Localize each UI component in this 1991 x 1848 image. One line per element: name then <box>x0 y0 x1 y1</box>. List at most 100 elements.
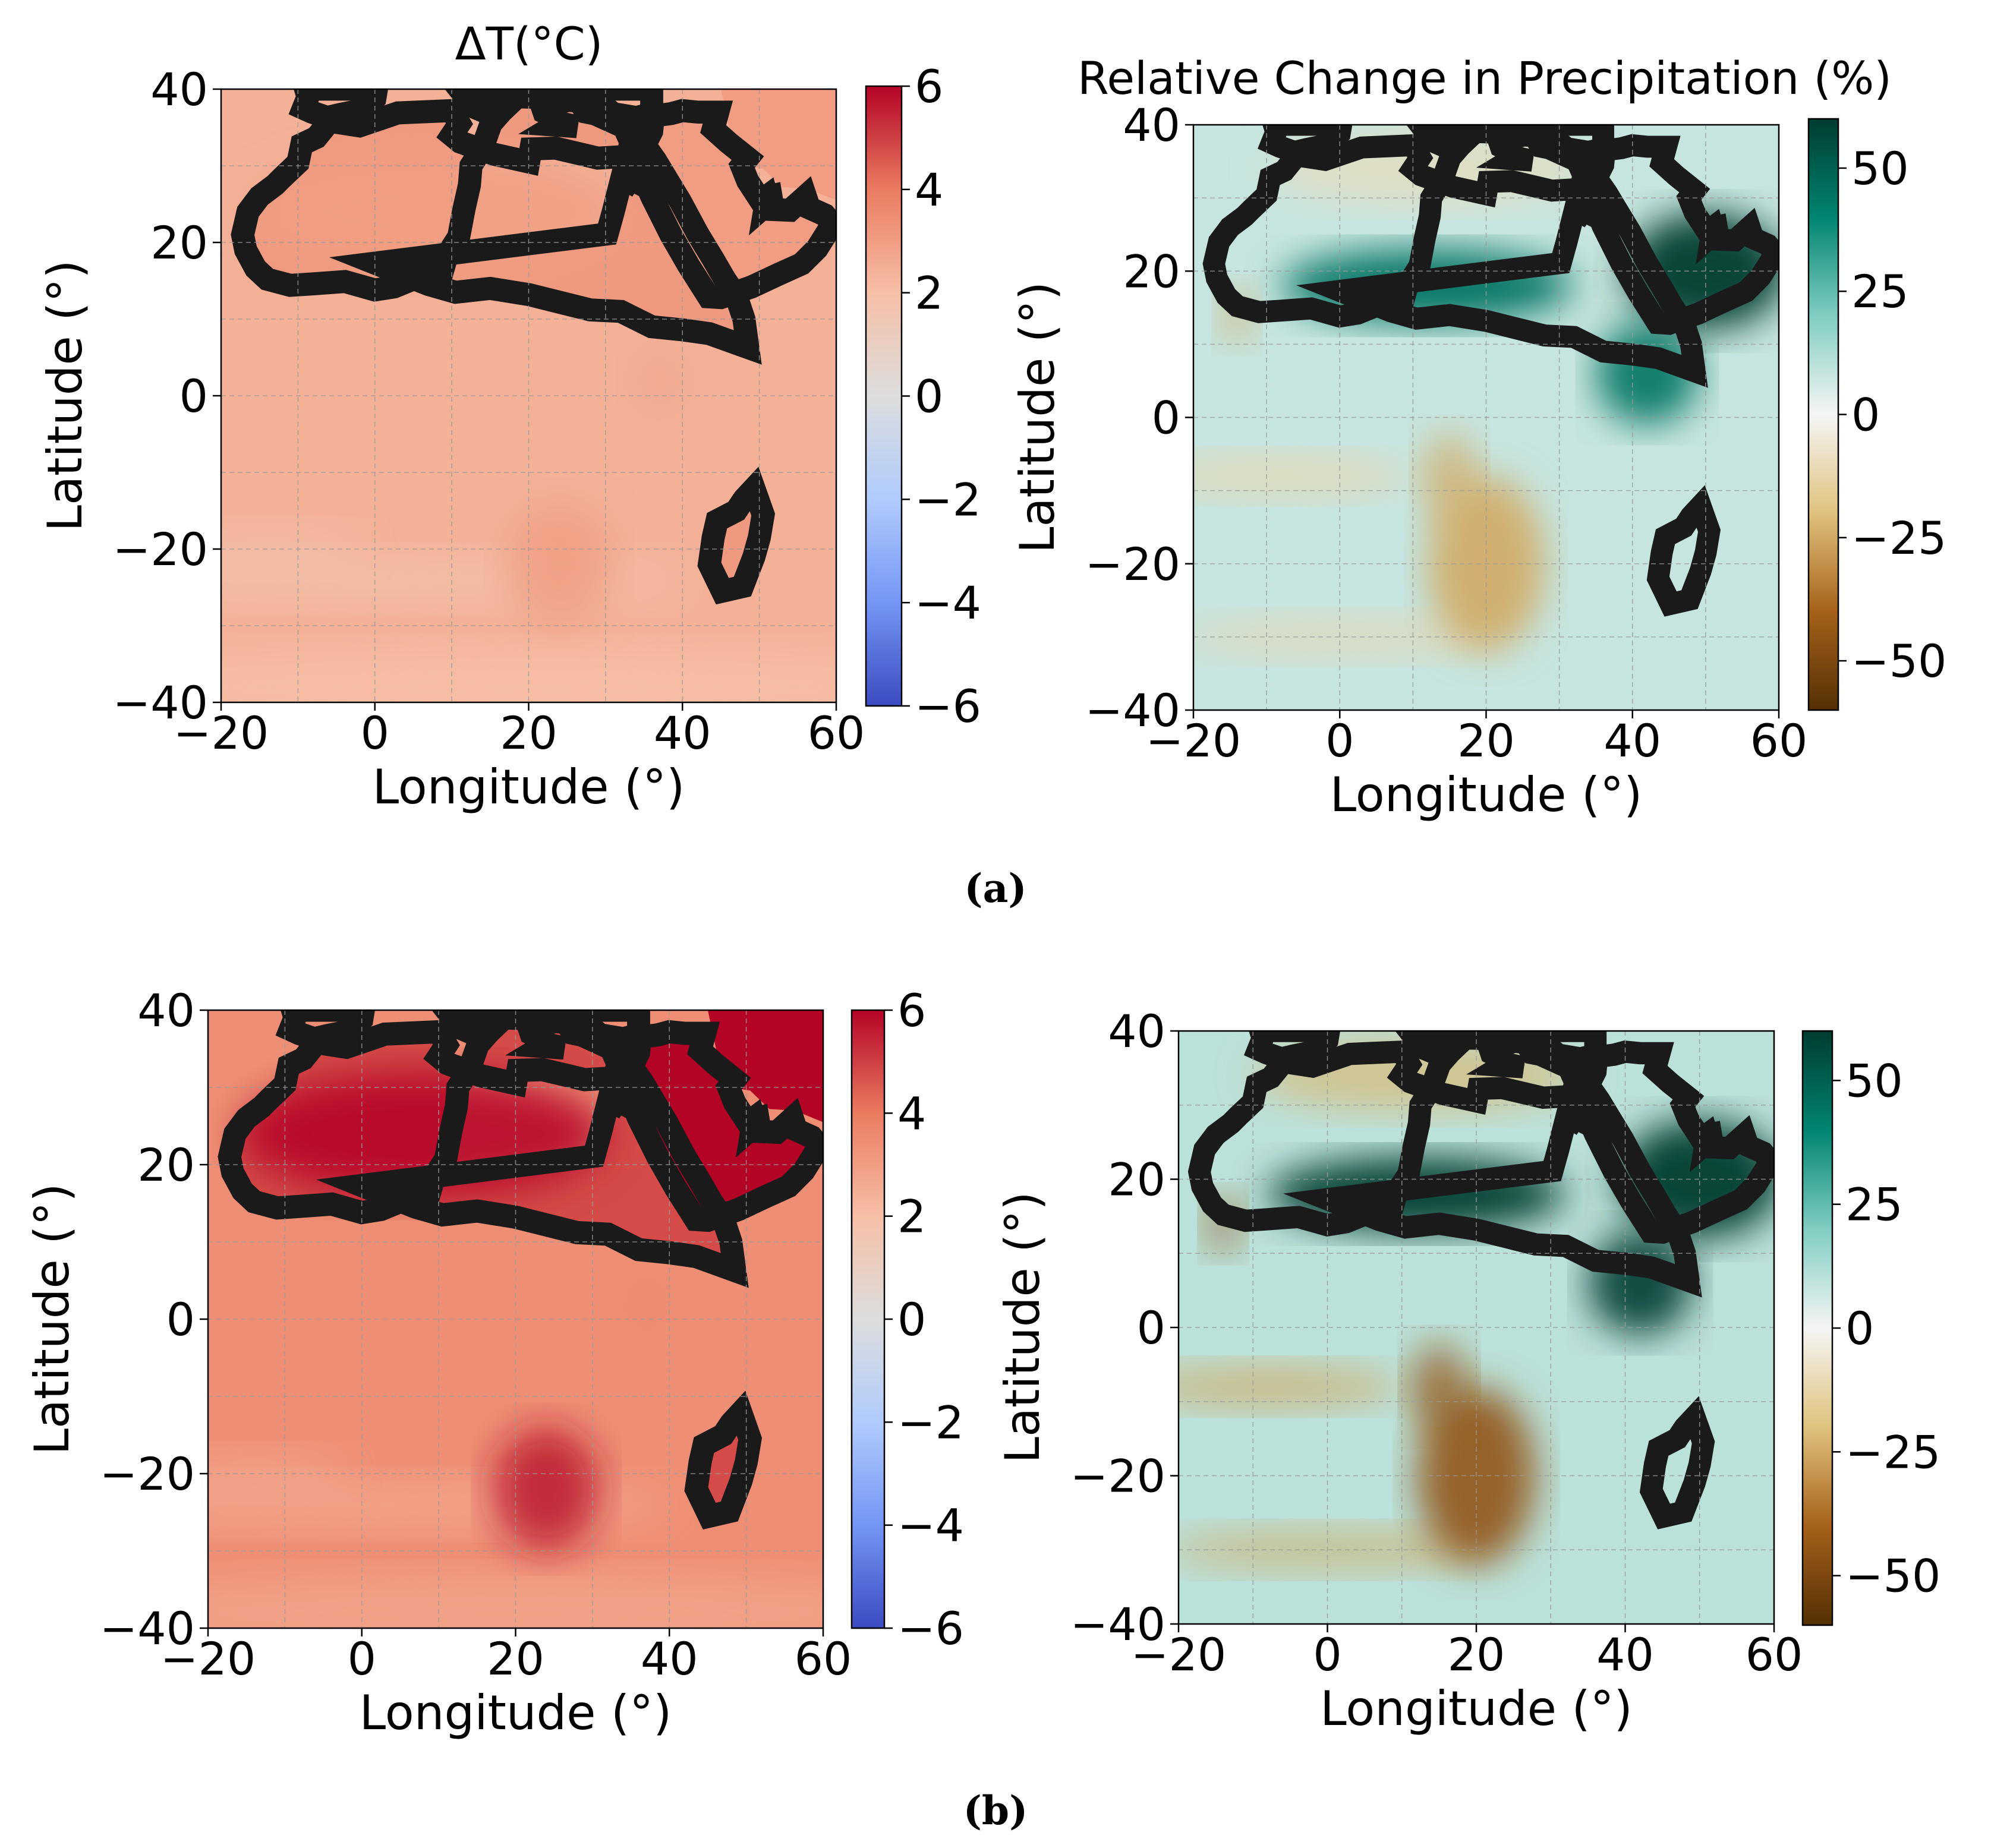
y-tick-label: 20 <box>1123 245 1180 298</box>
colorbar-tick-label: −6 <box>897 1602 964 1655</box>
y-tick-label: −40 <box>100 1602 195 1655</box>
y-tick-label: −40 <box>1070 1598 1165 1651</box>
y-tick-label: 40 <box>1108 1005 1165 1058</box>
panel-label-a: (a) <box>964 865 1026 912</box>
x-tick-label: 0 <box>1313 1628 1341 1681</box>
y-tick-label: −40 <box>1085 684 1180 737</box>
y-tick-label: −40 <box>113 676 208 729</box>
colorbar-tick-label: 0 <box>1851 389 1880 441</box>
colorbar-tick-label: 50 <box>1851 142 1909 195</box>
colorbar-tick-label: −6 <box>915 680 981 733</box>
y-tick-label: 0 <box>179 370 208 422</box>
panel-label-b: (b) <box>963 1787 1028 1834</box>
colorbar-tick-label: 2 <box>915 267 943 320</box>
x-tick-label: 20 <box>1448 1628 1505 1681</box>
y-tick-label: 40 <box>150 63 208 116</box>
y-axis-label: Latitude (°) <box>24 1183 80 1455</box>
y-tick-label: 20 <box>150 216 208 269</box>
x-tick-label: 20 <box>500 707 557 759</box>
y-tick-label: 20 <box>137 1139 195 1191</box>
colorbar-tick-label: −25 <box>1851 512 1946 565</box>
colorbar <box>850 1009 886 1629</box>
x-tick-label: −20 <box>174 707 269 759</box>
southwest-africa-dry-field <box>1409 1342 1469 1431</box>
colorbar-tick-label: −50 <box>1851 635 1946 688</box>
x-tick-label: 0 <box>361 707 389 759</box>
x-tick-label: 20 <box>1457 714 1515 767</box>
south-africa-field <box>505 503 613 626</box>
colorbar-tick-label: −50 <box>1845 1550 1940 1603</box>
y-tick-label: −20 <box>1070 1450 1165 1503</box>
atlantic-dry-band <box>1179 1364 1402 1409</box>
x-tick-label: 60 <box>808 707 865 759</box>
x-tick-label: 20 <box>487 1632 544 1685</box>
map-area <box>208 1010 823 1628</box>
x-tick-label: 40 <box>641 1632 698 1685</box>
atlantic-dry-band-south <box>1179 1527 1491 1572</box>
chart-title: Relative Change in Precipitation (%) <box>1078 52 1892 105</box>
sinai-coastline <box>1577 189 1592 214</box>
y-tick-label: 20 <box>1108 1153 1165 1206</box>
southwest-africa-dry-field <box>1420 432 1479 520</box>
colorbar-tick-label: 4 <box>915 163 943 216</box>
sinai-coastline <box>1570 1096 1584 1121</box>
x-tick-label: 60 <box>1750 714 1808 767</box>
y-axis-label: Latitude (°) <box>1010 282 1065 553</box>
east-africa-field <box>615 1265 678 1342</box>
qatar-coastline <box>765 195 771 206</box>
x-axis-label: Longitude (°) <box>1330 767 1643 822</box>
colorbar-tick-label: 25 <box>1845 1178 1903 1231</box>
x-tick-label: 60 <box>1746 1628 1803 1681</box>
y-tick-label: 0 <box>1152 392 1180 444</box>
colorbar-tick-label: 6 <box>915 60 943 113</box>
colorbar-tick-label: 6 <box>897 984 926 1037</box>
colorbar <box>1801 1030 1834 1626</box>
x-axis-label: Longitude (°) <box>373 759 685 815</box>
chart-title: ΔT(°C) <box>455 17 603 70</box>
colorbar-tick-label: 50 <box>1845 1054 1903 1107</box>
qatar-coastline <box>752 1118 758 1128</box>
x-tick-label: 40 <box>654 707 711 759</box>
y-tick-label: −20 <box>1085 538 1180 591</box>
colorbar-tick-label: −2 <box>915 473 981 526</box>
y-tick-label: 0 <box>166 1293 195 1346</box>
colorbar-tick-label: 25 <box>1851 265 1909 318</box>
colorbar-tick-label: −2 <box>897 1396 964 1449</box>
map-area <box>1193 125 1779 710</box>
y-tick-label: 40 <box>1123 99 1180 152</box>
x-tick-label: 0 <box>348 1632 376 1685</box>
x-tick-label: 40 <box>1603 714 1661 767</box>
x-tick-label: −20 <box>1131 1628 1226 1681</box>
x-tick-label: 0 <box>1325 714 1354 767</box>
atlantic-dry-band <box>1193 454 1413 498</box>
colorbar <box>865 85 903 707</box>
colorbar-tick-label: −4 <box>897 1499 964 1552</box>
x-tick-label: 40 <box>1596 1628 1654 1681</box>
y-tick-label: −20 <box>100 1448 195 1500</box>
y-axis-label: Latitude (°) <box>995 1191 1050 1463</box>
x-axis-label: Longitude (°) <box>1320 1681 1633 1736</box>
y-tick-label: 40 <box>137 984 195 1037</box>
colorbar-tick-label: 2 <box>897 1190 926 1243</box>
east-africa-field <box>628 342 691 419</box>
colorbar-tick-label: 0 <box>1845 1302 1874 1355</box>
colorbar-tick-label: 0 <box>915 370 943 423</box>
y-tick-label: −20 <box>113 523 208 576</box>
colorbar-tick-label: −25 <box>1845 1426 1940 1478</box>
map-area <box>1179 1031 1774 1624</box>
x-tick-label: −20 <box>1146 714 1241 767</box>
map-area <box>221 89 836 702</box>
x-axis-label: Longitude (°) <box>360 1685 672 1740</box>
x-tick-label: −20 <box>160 1632 256 1685</box>
qatar-coastline <box>1712 226 1718 236</box>
colorbar <box>1807 118 1839 711</box>
colorbar-tick-label: 4 <box>897 1087 926 1140</box>
qatar-coastline <box>1706 1134 1712 1143</box>
colorbar-tick-label: 0 <box>897 1293 926 1346</box>
